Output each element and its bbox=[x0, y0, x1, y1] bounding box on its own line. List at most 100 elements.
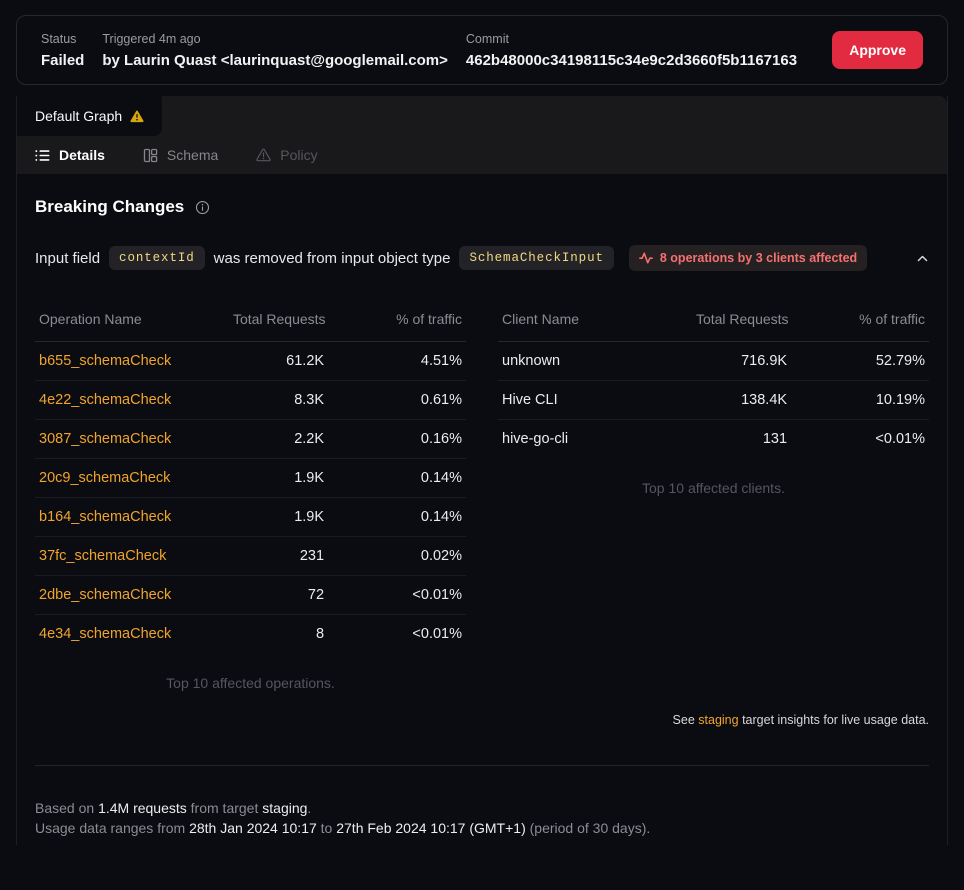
traffic-cell: 0.14% bbox=[420, 509, 462, 525]
client-name-cell: unknown bbox=[502, 353, 561, 369]
traffic-cell: 52.79% bbox=[875, 353, 925, 369]
chevron-up-icon[interactable] bbox=[916, 252, 929, 265]
table-row: Hive CLI 138.4K 10.19% bbox=[498, 381, 929, 420]
based-on-line: Based on 1.4M requests from target stagi… bbox=[35, 798, 929, 818]
breaking-changes-title: Breaking Changes bbox=[35, 197, 185, 216]
column-header: Client Name bbox=[502, 311, 580, 327]
breaking-changes-header: Breaking Changes bbox=[35, 197, 929, 217]
details-content: Breaking Changes Input field contextId w… bbox=[17, 197, 947, 845]
traffic-cell: 0.61% bbox=[420, 392, 462, 408]
field-code-chip: contextId bbox=[109, 246, 205, 270]
operation-link[interactable]: 2dbe_schemaCheck bbox=[39, 587, 172, 603]
clients-table-section: Client Name Total Requests % of traffic … bbox=[498, 301, 929, 691]
column-header: % of traffic bbox=[396, 311, 462, 327]
total-requests-cell: 1.9K bbox=[294, 470, 325, 486]
menu-item-label: Schema bbox=[166, 147, 219, 163]
operations-table: Operation Name Total Requests % of traff… bbox=[35, 301, 466, 653]
request-count: 1.4M requests bbox=[98, 800, 187, 816]
traffic-cell: 4.51% bbox=[420, 353, 462, 369]
info-circle-icon[interactable] bbox=[195, 200, 210, 215]
table-row: 4e22_schemaCheck 8.3K 0.61% bbox=[35, 381, 466, 420]
traffic-cell: 0.02% bbox=[420, 548, 462, 564]
table-row: unknown 716.9K 52.79% bbox=[498, 342, 929, 381]
view-menu: Details Schema bbox=[17, 136, 947, 174]
operation-link[interactable]: 4e22_schemaCheck bbox=[39, 392, 172, 408]
status-value: Failed bbox=[41, 51, 85, 69]
commit-hash: 462b48000c34198115c34e9c2d3660f5b1167163 bbox=[465, 51, 798, 69]
menu-item-details[interactable]: Details bbox=[35, 147, 105, 163]
breaking-change-row[interactable]: Input field contextId was removed from i… bbox=[35, 245, 929, 271]
range-to-date: 27th Feb 2024 10:17 (GMT+1) bbox=[336, 820, 526, 837]
column-header: Total Requests bbox=[232, 311, 326, 327]
clients-table: Client Name Total Requests % of traffic … bbox=[498, 301, 929, 458]
staging-target-link[interactable]: staging bbox=[698, 713, 739, 727]
commit-label: Commit bbox=[465, 31, 509, 46]
status-column: Status Failed bbox=[41, 32, 84, 69]
total-requests-cell: 716.9K bbox=[741, 353, 788, 369]
operations-table-section: Operation Name Total Requests % of traff… bbox=[35, 301, 466, 691]
layout-columns-icon bbox=[143, 148, 158, 163]
clients-table-caption: Top 10 affected clients. bbox=[642, 480, 785, 496]
graph-tab-row: Default Graph bbox=[17, 96, 947, 136]
operation-link[interactable]: 20c9_schemaCheck bbox=[39, 470, 171, 486]
total-requests-cell: 8 bbox=[315, 626, 325, 642]
table-row: 2dbe_schemaCheck 72 <0.01% bbox=[35, 576, 466, 615]
target-insights-note: See staging target insights for live usa… bbox=[35, 713, 929, 727]
activity-pulse-icon bbox=[638, 251, 653, 265]
operation-link[interactable]: 37fc_schemaCheck bbox=[39, 548, 167, 564]
menu-item-label: Policy bbox=[280, 147, 318, 163]
table-row: 3087_schemaCheck 2.2K 0.16% bbox=[35, 420, 466, 459]
traffic-cell: 10.19% bbox=[875, 392, 925, 408]
target-name: staging bbox=[262, 800, 308, 816]
table-row: b655_schemaCheck 61.2K 4.51% bbox=[35, 342, 466, 381]
table-header-row: Client Name Total Requests % of traffic bbox=[498, 301, 929, 342]
range-text-after: (period of 30 days). bbox=[529, 820, 651, 837]
menu-item-label: Details bbox=[59, 147, 105, 163]
tab-default-graph[interactable]: Default Graph bbox=[17, 96, 163, 136]
status-label: Status bbox=[41, 31, 77, 46]
graph-tab-label: Default Graph bbox=[35, 108, 123, 124]
range-to-word: to bbox=[320, 820, 333, 837]
total-requests-cell: 1.9K bbox=[294, 509, 325, 525]
warning-triangle-icon bbox=[256, 148, 272, 162]
total-requests-cell: 138.4K bbox=[741, 392, 788, 408]
approve-button[interactable]: Approve bbox=[832, 31, 923, 69]
tab-strip: Default Graph Details bbox=[17, 96, 947, 174]
affected-tables: Operation Name Total Requests % of traff… bbox=[35, 301, 929, 691]
range-from-date: 28th Jan 2024 10:17 bbox=[189, 820, 317, 837]
list-icon bbox=[35, 148, 50, 163]
total-requests-cell: 2.2K bbox=[294, 431, 325, 447]
triggered-label: Triggered 4m ago bbox=[102, 31, 201, 46]
from-target-text: from target bbox=[190, 800, 259, 816]
traffic-cell: <0.01% bbox=[875, 431, 925, 447]
operation-link[interactable]: 4e34_schemaCheck bbox=[39, 626, 172, 642]
table-header-row: Operation Name Total Requests % of traff… bbox=[35, 301, 466, 342]
usage-range-line: Usage data ranges from 28th Jan 2024 10:… bbox=[35, 818, 929, 838]
table-row: 37fc_schemaCheck 231 0.02% bbox=[35, 537, 466, 576]
traffic-cell: 0.16% bbox=[420, 431, 462, 447]
range-text-before: Usage data ranges from bbox=[35, 820, 186, 837]
table-row: hive-go-cli 131 <0.01% bbox=[498, 420, 929, 459]
traffic-cell: <0.01% bbox=[412, 587, 462, 603]
affected-operations-badge: 8 operations by 3 clients affected bbox=[628, 245, 868, 271]
table-row: b164_schemaCheck 1.9K 0.14% bbox=[35, 498, 466, 537]
period-text: . bbox=[307, 800, 312, 816]
traffic-cell: <0.01% bbox=[412, 626, 462, 642]
operation-link[interactable]: b655_schemaCheck bbox=[39, 353, 172, 369]
operation-link[interactable]: b164_schemaCheck bbox=[39, 509, 172, 525]
column-header: Total Requests bbox=[695, 311, 789, 327]
triggered-column: Triggered 4m ago by Laurin Quast <laurin… bbox=[102, 32, 448, 69]
client-name-cell: Hive CLI bbox=[502, 392, 558, 408]
usage-footer: Based on 1.4M requests from target stagi… bbox=[35, 798, 929, 845]
based-on-text: Based on bbox=[35, 800, 95, 816]
menu-item-schema[interactable]: Schema bbox=[143, 147, 218, 163]
check-summary-card: Status Failed Triggered 4m ago by Laurin… bbox=[16, 15, 948, 85]
table-row: 4e34_schemaCheck 8 <0.01% bbox=[35, 615, 466, 654]
total-requests-cell: 61.2K bbox=[286, 353, 325, 369]
note-text-before: See bbox=[672, 713, 695, 727]
operation-link[interactable]: 3087_schemaCheck bbox=[39, 431, 172, 447]
total-requests-cell: 8.3K bbox=[294, 392, 325, 408]
total-requests-cell: 231 bbox=[299, 548, 325, 564]
type-code-chip: SchemaCheckInput bbox=[459, 246, 614, 270]
menu-item-policy[interactable]: Policy bbox=[256, 147, 318, 163]
